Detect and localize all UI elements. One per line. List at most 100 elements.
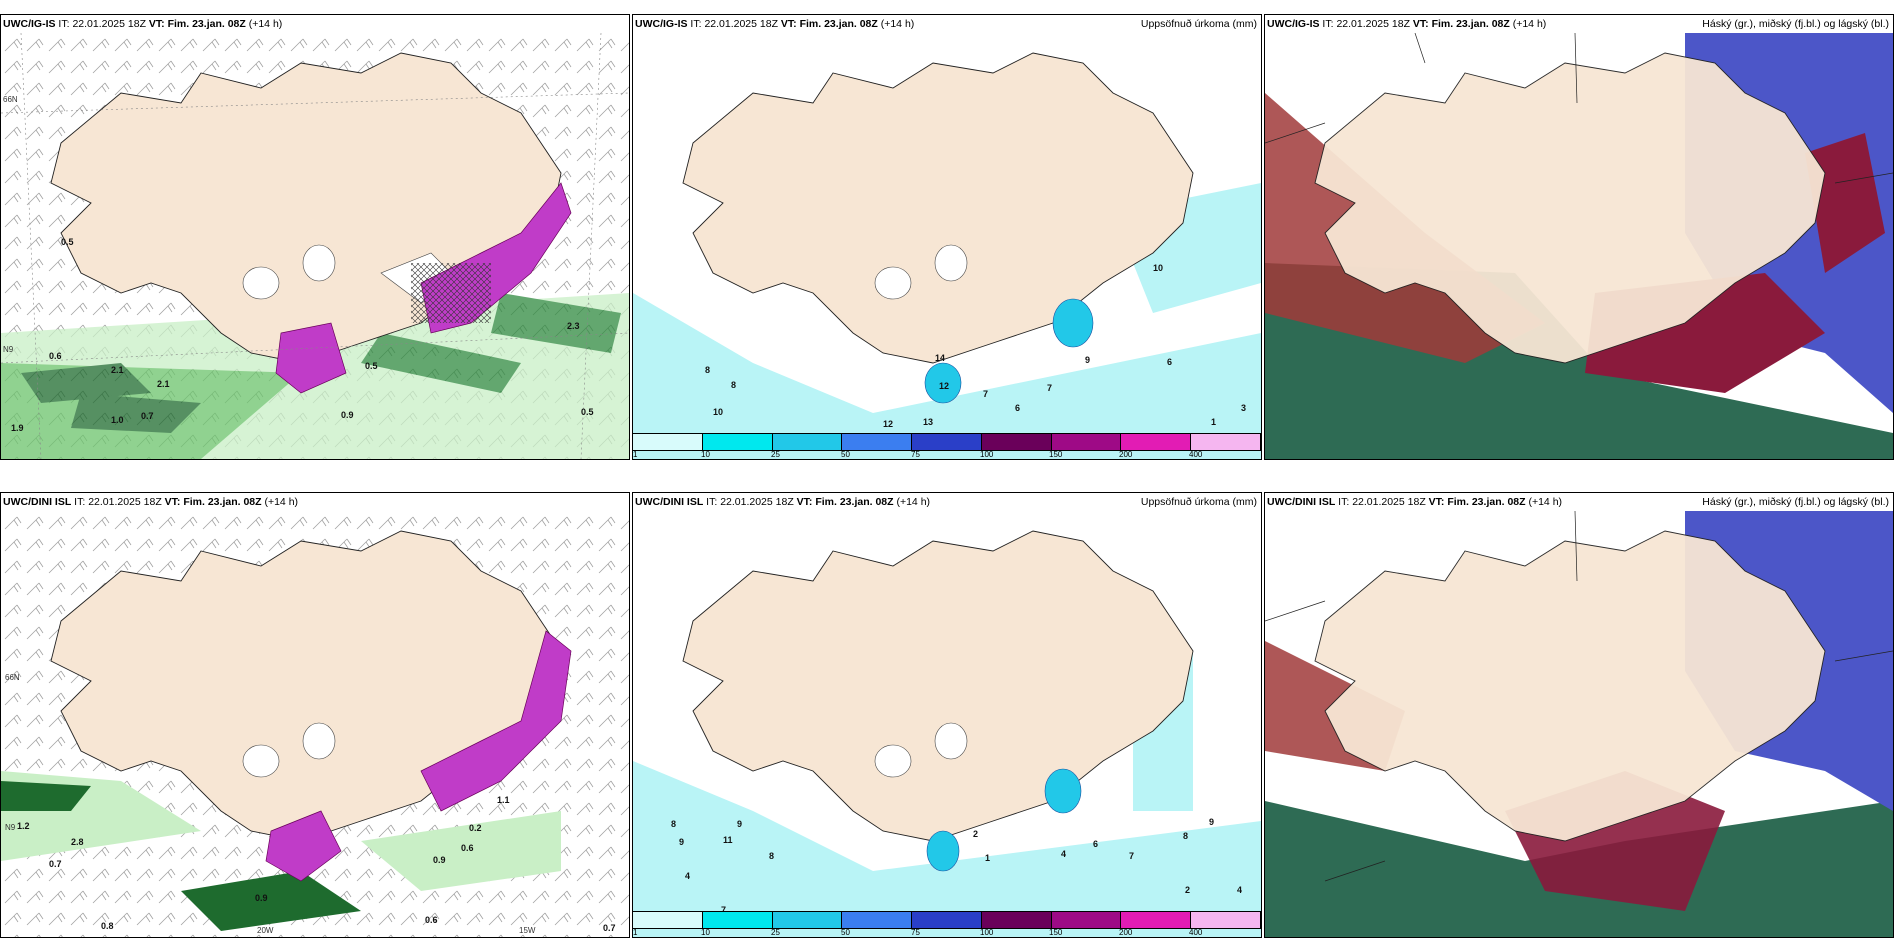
precip-legend-bar (633, 433, 1261, 451)
value-label: 10 (1153, 263, 1164, 273)
precip-max-area (926, 830, 960, 872)
vt-label: VT: (1412, 18, 1429, 30)
legend-label: 100 (980, 928, 994, 937)
value-label: 7 (983, 389, 989, 399)
model-name: UWC/DINI ISL (635, 496, 704, 508)
value-label: 2 (973, 829, 979, 839)
legend-label: 1 (633, 450, 638, 459)
wind-streaks (1, 771, 561, 931)
panel-dini-wind: UWC/DINI ISL IT: 22.01.2025 18Z VT: Fim.… (0, 492, 630, 938)
value-label: 0.6 (425, 915, 438, 925)
legend-label: 400 (1189, 928, 1203, 937)
legend-swatch (1051, 434, 1122, 450)
value-label: 2.3 (567, 321, 580, 331)
precip-map (633, 530, 1261, 937)
model-name: UWC/IG-IS (3, 18, 56, 30)
panel-title: UWC/IG-IS IT: 22.01.2025 18Z VT: Fim. 23… (1267, 17, 1891, 31)
cloud-map (1265, 511, 1893, 937)
lat-label: N9 (5, 823, 16, 832)
legend-swatch (981, 434, 1052, 450)
panel-ig-wind: UWC/IG-IS IT: 22.01.2025 18Z VT: Fim. 23… (0, 14, 630, 460)
glacier (874, 744, 912, 778)
it-label: IT: (74, 496, 86, 508)
legend-swatch (842, 434, 913, 450)
wind-map (1, 33, 629, 459)
value-label: 6 (1093, 839, 1099, 849)
vt-value: Fim. 23.jan. 08Z (1447, 496, 1526, 508)
iceland-landmass (682, 52, 1194, 364)
legend-swatch (1051, 912, 1122, 928)
panel-title: UWC/DINI ISL IT: 22.01.2025 18Z VT: Fim.… (1267, 495, 1891, 509)
legend-swatch (633, 912, 703, 928)
it-value: 22.01.2025 18Z (704, 18, 778, 30)
legend-swatch (702, 434, 773, 450)
value-label: 0.9 (433, 855, 446, 865)
grid-lines (1265, 511, 1893, 882)
glacier (302, 722, 336, 760)
vt-value: Fim. 23.jan. 08Z (799, 18, 878, 30)
value-label: 0.6 (461, 843, 474, 853)
value-label: 4 (1237, 885, 1243, 895)
value-label: 1.1 (497, 795, 510, 805)
value-label: 0.6 (49, 351, 62, 361)
lead-time: (+14 h) (1512, 18, 1547, 30)
magenta-wind-core (275, 182, 572, 394)
lead-time: (+14 h) (264, 496, 299, 508)
iceland-landmass (682, 530, 1194, 842)
precip-legend-labels: 1 10 25 50 75 100 150 200 400 (633, 450, 1261, 459)
value-label: 0.7 (141, 411, 154, 421)
it-value: 22.01.2025 18Z (1352, 496, 1426, 508)
glacier (934, 722, 968, 760)
value-label: 7 (1047, 383, 1053, 393)
it-value: 22.01.2025 18Z (72, 18, 146, 30)
legend-label: 400 (1189, 450, 1203, 459)
precip-legend: 1 10 25 50 75 100 150 200 400 (633, 911, 1261, 937)
value-label: 8 (1183, 831, 1189, 841)
legend-label: 150 (1049, 928, 1063, 937)
iceland-landmass (1314, 530, 1826, 842)
glacier (874, 266, 912, 300)
value-label: 12 (939, 381, 950, 391)
legend-swatch (772, 912, 843, 928)
value-label: 12 (883, 419, 894, 429)
legend-label: 50 (841, 450, 850, 459)
legend-label: 25 (771, 928, 780, 937)
precip-legend: 1 10 25 50 75 100 150 200 400 (633, 433, 1261, 459)
value-label: 2.8 (71, 837, 84, 847)
lat-label: 66N (3, 95, 18, 104)
lead-time: (+14 h) (896, 496, 931, 508)
legend-swatch (772, 434, 843, 450)
field-title: Háský (gr.), miðský (fj.bl.) og lágský (… (1702, 18, 1889, 30)
it-label: IT: (690, 18, 702, 30)
legend-label: 10 (701, 928, 710, 937)
legend-swatch (1121, 912, 1192, 928)
value-label: 9 (679, 837, 685, 847)
panel-title: UWC/IG-IS IT: 22.01.2025 18Z VT: Fim. 23… (635, 17, 1259, 31)
legend-swatch (633, 434, 703, 450)
legend-label: 75 (911, 928, 920, 937)
value-label: 0.9 (341, 410, 354, 420)
precip-max-area (1052, 298, 1094, 348)
vt-label: VT: (780, 18, 797, 30)
legend-label: 50 (841, 928, 850, 937)
lon-label: 20W (257, 926, 274, 935)
precip-max-area (924, 362, 962, 404)
value-label: 11 (723, 835, 733, 845)
value-label: 13 (923, 417, 934, 427)
value-label: 1.0 (111, 415, 124, 425)
precip-sea-band (633, 293, 1261, 459)
legend-swatch (1121, 434, 1192, 450)
vt-value: Fim. 23.jan. 08Z (183, 496, 262, 508)
legend-label: 100 (980, 450, 994, 459)
vt-label: VT: (796, 496, 813, 508)
precip-max-area (1044, 768, 1082, 814)
value-label: 1.2 (17, 821, 30, 831)
value-label: 4 (685, 871, 691, 881)
model-name: UWC/IG-IS (635, 18, 688, 30)
panel-title: UWC/IG-IS IT: 22.01.2025 18Z VT: Fim. 23… (3, 17, 627, 31)
value-label: 8 (705, 365, 711, 375)
value-label: 6 (1015, 403, 1021, 413)
grid-lines (1, 33, 629, 459)
lead-time: (+14 h) (248, 18, 283, 30)
precip-legend-labels: 1 10 25 50 75 100 150 200 400 (633, 928, 1261, 937)
